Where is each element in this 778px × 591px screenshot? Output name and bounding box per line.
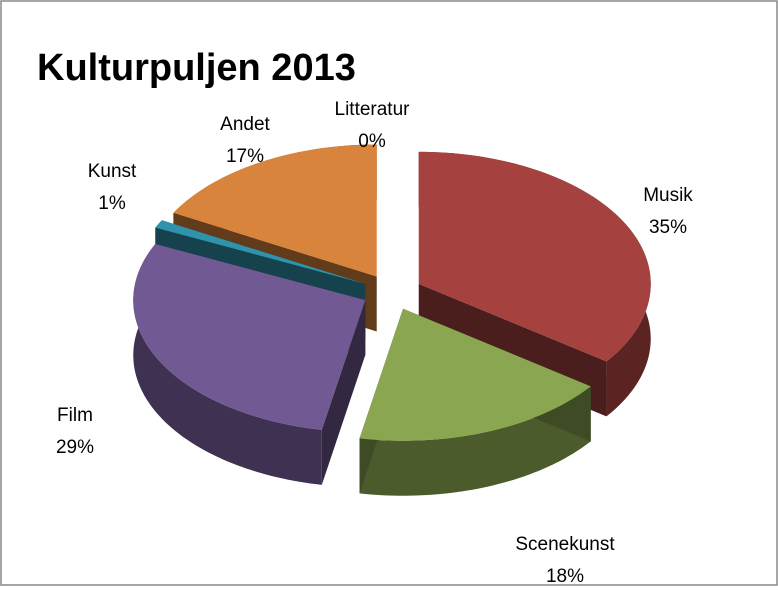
chart-title: Kulturpuljen 2013 [37, 47, 356, 89]
slice-top [155, 220, 366, 284]
data-label-value: 0% [358, 131, 386, 152]
data-label-value: 17% [226, 146, 264, 167]
slice-top [418, 151, 651, 362]
data-label-category: Kunst [88, 161, 137, 182]
pie-slice-3d [133, 243, 366, 485]
data-label-category: Litteratur [335, 99, 411, 120]
data-label-value: 35% [649, 217, 687, 238]
slice-top [133, 243, 366, 430]
data-label-category: Andet [220, 114, 270, 135]
slice-side [359, 386, 591, 496]
data-label-value: 29% [56, 437, 94, 458]
data-label-value: 1% [98, 193, 126, 214]
data-label-category: Scenekunst [515, 534, 615, 555]
data-label-category: Film [57, 405, 93, 426]
slice-top [359, 308, 591, 441]
data-label-value: 18% [546, 566, 584, 586]
pie-slice-3d [359, 308, 591, 496]
slice-top [173, 144, 377, 277]
slice-side [133, 243, 322, 485]
data-label-category: Musik [643, 185, 693, 206]
